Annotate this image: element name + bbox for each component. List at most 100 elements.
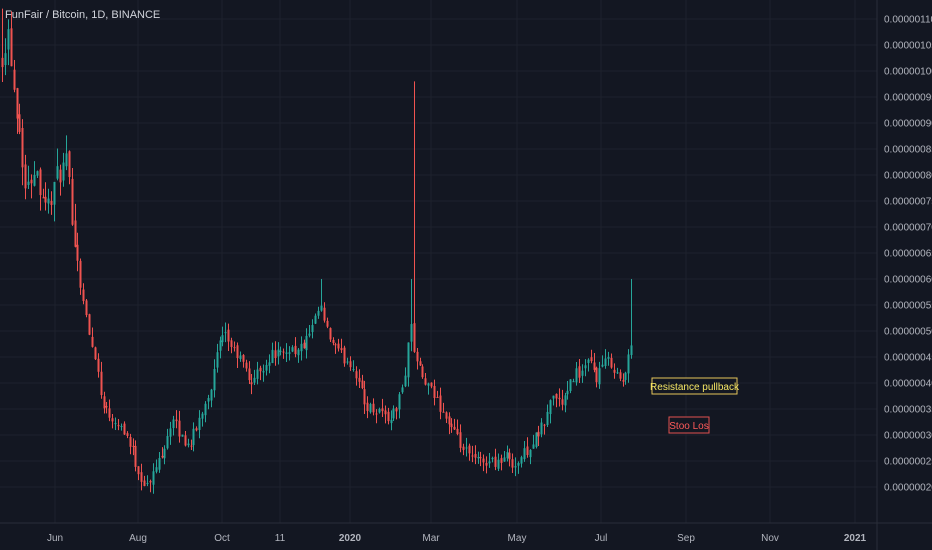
candle-body xyxy=(375,413,378,415)
candle-body xyxy=(627,354,630,374)
candle-body xyxy=(126,433,129,436)
candle-body xyxy=(24,164,27,189)
candle-body xyxy=(216,352,219,368)
candle-body xyxy=(285,352,288,354)
candle-body xyxy=(404,375,407,387)
candle-body xyxy=(178,420,181,437)
candle-body xyxy=(239,355,242,359)
candle-body xyxy=(410,324,413,342)
y-tick-label: 0.00000075 xyxy=(884,197,932,208)
candle-body xyxy=(166,436,169,449)
candle-body xyxy=(120,425,123,427)
candle-body xyxy=(236,345,239,359)
candle-body xyxy=(436,396,439,398)
x-tick-label: Nov xyxy=(761,533,779,544)
candle-body xyxy=(340,348,343,351)
stop-loss-label-box xyxy=(668,416,710,434)
candle-body xyxy=(413,323,416,352)
candle-body xyxy=(233,347,236,349)
candle-body xyxy=(427,383,430,386)
candle-body xyxy=(175,419,178,422)
chart-title: FunFair / Bitcoin, 1D, BINANCE xyxy=(5,9,161,21)
candle-body xyxy=(259,367,262,372)
y-tick-label: 0.00000040 xyxy=(884,379,932,390)
y-tick-label: 0.00000060 xyxy=(884,275,932,286)
candle-body xyxy=(613,369,616,373)
candle-body xyxy=(192,428,195,446)
candle-body xyxy=(392,408,395,419)
price-axis[interactable]: 0.00000110 0.00000105 0.00000100 0.00000095… xyxy=(884,15,932,494)
candle-body xyxy=(320,305,323,311)
y-tick-label: 0.00000100 xyxy=(884,67,932,78)
candle-body xyxy=(10,28,13,67)
candle-body xyxy=(74,220,77,247)
y-tick-label: 0.00000035 xyxy=(884,405,932,416)
candle-body xyxy=(204,403,207,416)
candle-body xyxy=(132,445,135,447)
candle-body xyxy=(366,402,369,411)
candle-body xyxy=(187,443,190,446)
x-tick-label: Jul xyxy=(595,533,608,544)
candle-body xyxy=(146,483,149,485)
candle-body xyxy=(39,169,42,196)
candle-body xyxy=(607,356,610,359)
candle-body xyxy=(137,466,140,475)
x-tick-label: 2020 xyxy=(339,533,362,544)
candle-body xyxy=(459,432,462,448)
candle-body xyxy=(575,368,578,383)
candle-body xyxy=(508,452,511,460)
candle-body xyxy=(520,457,523,464)
candle-body xyxy=(337,343,340,349)
candle-body xyxy=(282,351,285,353)
resistance-label-box xyxy=(651,377,738,395)
candle-body xyxy=(587,359,590,363)
candle-body xyxy=(430,382,433,387)
candle-body xyxy=(535,432,538,447)
candle-body xyxy=(395,408,398,412)
x-tick-label: 11 xyxy=(275,533,286,544)
candle-body xyxy=(610,357,613,368)
candle-body xyxy=(561,399,564,405)
candle-body xyxy=(163,448,166,459)
candle-body xyxy=(16,88,19,119)
stop-loss-label: Stoo Los xyxy=(669,421,708,432)
candle-body xyxy=(91,336,94,347)
candle-body xyxy=(543,424,546,426)
candle-body xyxy=(604,358,607,367)
candle-body xyxy=(546,411,549,426)
candle-body xyxy=(265,365,268,371)
candle-body xyxy=(279,350,282,352)
candle-body xyxy=(268,362,271,366)
candle-body xyxy=(517,462,520,466)
candle-body xyxy=(103,396,106,409)
time-axis[interactable]: Jun Aug Oct 11 2020 Mar May Jul Sep Nov 2021 xyxy=(47,533,867,544)
candle-body xyxy=(479,457,482,459)
candle-body xyxy=(378,408,381,413)
candle-body xyxy=(62,162,65,181)
candle-body xyxy=(161,455,164,458)
candle-body xyxy=(274,350,277,359)
candle-body xyxy=(506,452,509,459)
candle-body xyxy=(558,397,561,400)
candle-body xyxy=(497,459,500,469)
candle-body xyxy=(630,345,633,356)
candle-body xyxy=(1,57,4,68)
candle-body xyxy=(85,300,88,316)
candle-body xyxy=(97,358,100,372)
candle-body xyxy=(555,393,558,399)
candle-body xyxy=(468,445,471,454)
candle-body xyxy=(123,423,126,435)
candle-body xyxy=(30,179,33,184)
candle-body xyxy=(619,372,622,379)
candle-body xyxy=(44,196,47,203)
candle-body xyxy=(68,151,71,178)
candle-body xyxy=(595,367,598,383)
candle-body xyxy=(18,114,21,132)
candle-body xyxy=(47,198,50,204)
candle-body xyxy=(343,347,346,364)
candle-body xyxy=(201,413,204,419)
candle-body xyxy=(477,457,480,459)
candle-body xyxy=(76,244,79,261)
candle-body xyxy=(114,423,117,425)
